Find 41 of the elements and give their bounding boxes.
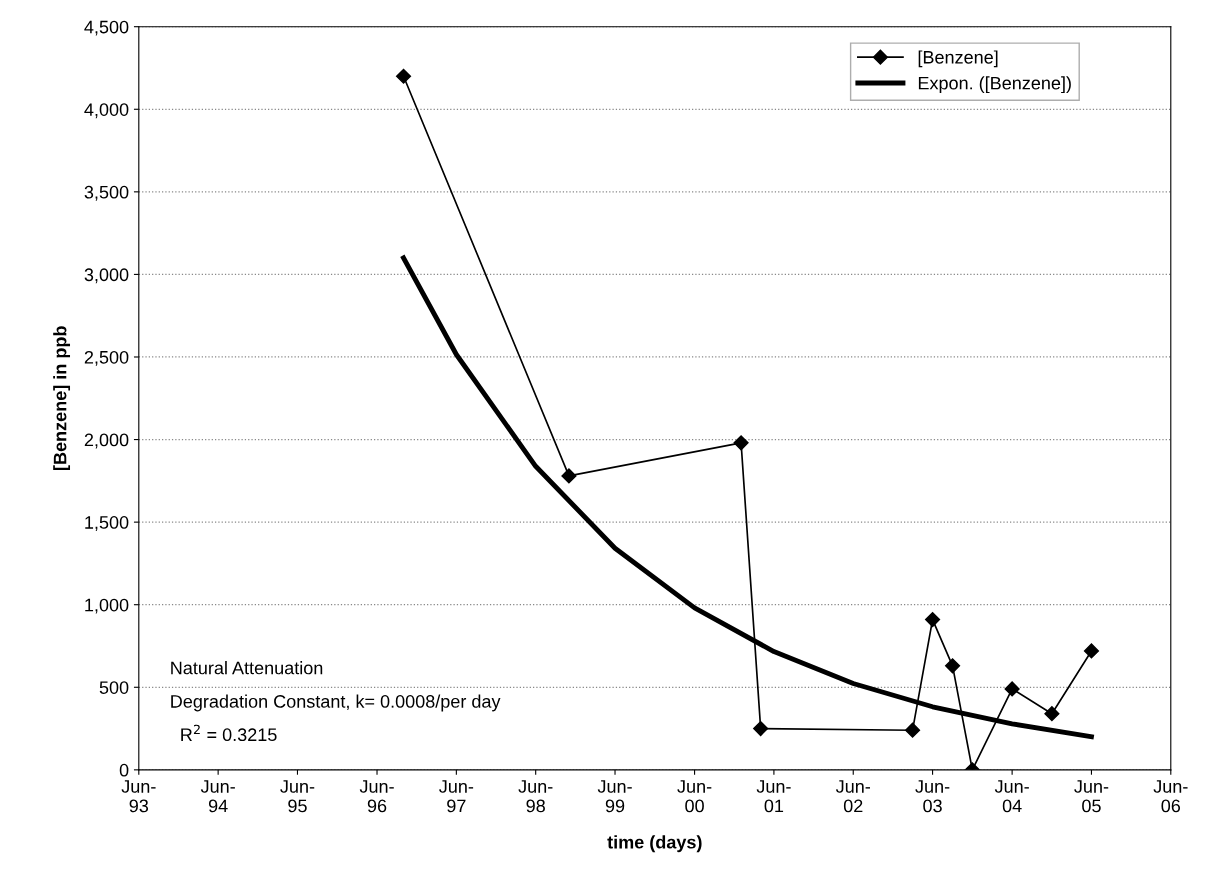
x-tick-label: Jun- 96 xyxy=(359,780,394,813)
y-tick-label: 1,500 xyxy=(85,516,129,531)
point xyxy=(395,68,412,84)
legend-label: [Benzene] xyxy=(918,50,998,68)
x-tick-label: Jun- 93 xyxy=(121,780,156,813)
x-tick-label: Jun- 05 xyxy=(1074,780,1109,813)
legend-label: Expon. ([Benzene]) xyxy=(918,76,1071,94)
point xyxy=(753,720,769,737)
x-tick-label: Jun- 06 xyxy=(1153,780,1188,813)
y-tick-label: 1,000 xyxy=(85,598,129,614)
point xyxy=(733,435,749,451)
point xyxy=(1044,706,1060,722)
x-axis-title: time (days) xyxy=(607,835,702,853)
point xyxy=(905,722,921,738)
y-tick-label: 4,000 xyxy=(84,103,129,119)
x-tick-label: Jun- 95 xyxy=(280,780,315,813)
annotation: Natural Attenuation xyxy=(171,661,323,675)
x-tick-label: Jun- 02 xyxy=(835,780,870,813)
point xyxy=(561,468,577,484)
point xyxy=(925,611,941,628)
x-tick-label: Jun- 04 xyxy=(994,780,1029,813)
x-tick-label: Jun- 94 xyxy=(200,780,235,813)
y-axis-title: [Benzene] in ppb xyxy=(53,326,71,470)
y-tick-label: 0 xyxy=(119,763,129,777)
y-tick-label: 3,000 xyxy=(84,268,129,284)
point xyxy=(1004,681,1020,697)
x-tick-label: Jun- 00 xyxy=(677,780,712,813)
point xyxy=(1083,643,1100,659)
x-tick-label: Jun- 01 xyxy=(756,780,791,813)
y-tick-label: 500 xyxy=(99,681,129,694)
x-tick-label: Jun- 99 xyxy=(597,780,632,813)
x-tick-label: Jun- 98 xyxy=(518,780,553,813)
x-tick-label: Jun- 97 xyxy=(439,780,474,813)
annotation: Degradation Constant, k= 0.0008/per day xyxy=(171,694,501,712)
y-tick-label: 3,500 xyxy=(84,185,129,201)
annotation: R$^{2}$ = 0.3215 xyxy=(181,724,277,742)
point xyxy=(944,658,961,674)
y-tick-label: 2,500 xyxy=(84,350,129,366)
y-tick-label: 2,000 xyxy=(84,433,129,449)
y-tick-label: 4,500 xyxy=(84,20,129,36)
x-tick-label: Jun- 03 xyxy=(915,780,950,813)
